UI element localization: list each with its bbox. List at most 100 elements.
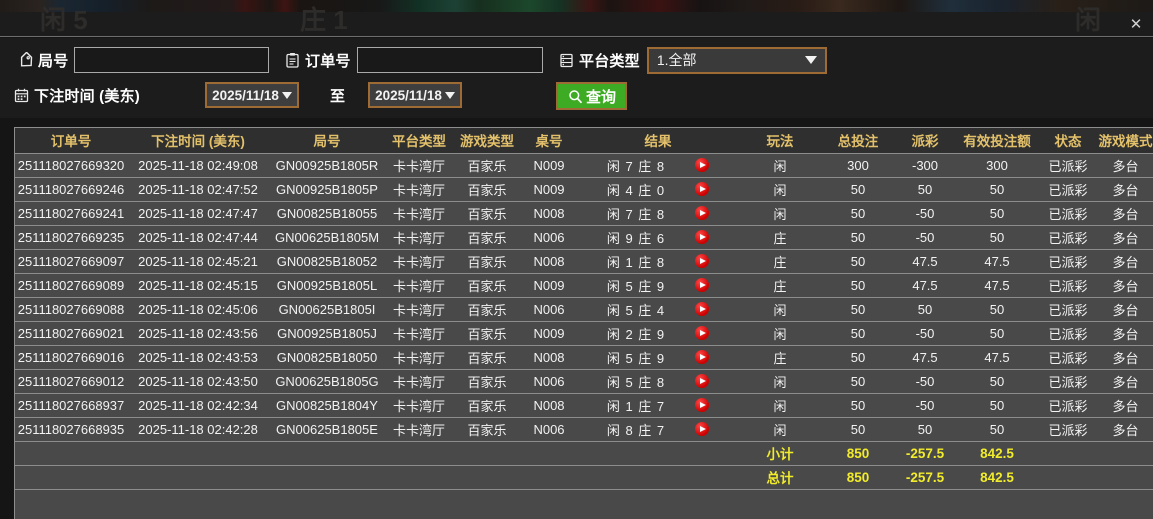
play-replay-icon[interactable] (695, 158, 710, 172)
date-to-picker[interactable]: 2025/11/18 (368, 82, 462, 108)
filter-round-no: 局号 (16, 45, 270, 75)
cell-bet-time: 2025-11-18 02:43:50 (127, 369, 269, 394)
table-header-cell[interactable]: 平台类型 (385, 128, 453, 154)
order-no-input[interactable] (356, 47, 543, 73)
cell-play: 庄 (739, 273, 821, 298)
table-header-cell[interactable]: 有效投注额 (955, 128, 1039, 154)
play-replay-icon[interactable] (695, 326, 710, 340)
cell-bet-time: 2025-11-18 02:42:28 (127, 417, 269, 442)
bet-time-separator-label: 至 (330, 87, 346, 105)
cell-play: 庄 (739, 345, 821, 370)
summary-empty-cell (577, 441, 739, 466)
cell-order-no: 251118027669016 (15, 345, 127, 370)
tag-icon (16, 51, 35, 70)
table-header-cell[interactable]: 订单号 (15, 128, 127, 154)
table-row[interactable]: 251118027668937 2025-11-18 02:42:34 GN0082… (15, 393, 1153, 418)
table-header-cell[interactable]: 游戏类型 (453, 128, 521, 154)
play-replay-icon[interactable] (695, 206, 710, 220)
result-text: 闲 5 庄 9 (606, 350, 666, 366)
cell-status: 已派彩 (1039, 177, 1097, 202)
cell-round-no: GN00625B1805E (269, 417, 385, 442)
play-replay-icon[interactable] (695, 254, 710, 268)
cell-total-bet: 50 (821, 249, 895, 274)
cell-bet-time: 2025-11-18 02:43:56 (127, 321, 269, 346)
table-row[interactable]: 251118027669021 2025-11-18 02:43:56 GN0092… (15, 321, 1153, 346)
cell-payout: 47.5 (895, 273, 955, 298)
cell-game-type: 百家乐 (453, 225, 521, 250)
table-header-cell[interactable]: 游戏模式 (1097, 128, 1153, 154)
cell-platform: 卡卡湾厅 (385, 225, 453, 250)
summary-empty-cell (453, 465, 521, 490)
cell-table-no: N006 (521, 369, 577, 394)
cell-result: 闲 2 庄 9 (577, 321, 739, 346)
round-no-input[interactable] (74, 47, 270, 73)
close-icon[interactable]: ✕ (1129, 15, 1143, 33)
cell-mode: 多台 (1097, 393, 1153, 418)
play-replay-icon[interactable] (695, 302, 710, 316)
filler-cell (955, 489, 1039, 519)
table-row[interactable]: 251118027669097 2025-11-18 02:45:21 GN0082… (15, 249, 1153, 274)
filler-cell (521, 489, 577, 519)
cell-result: 闲 4 庄 0 (577, 177, 739, 202)
play-replay-icon[interactable] (695, 422, 710, 436)
table-header-cell[interactable]: 下注时间 (美东) (127, 128, 269, 154)
cell-play: 闲 (739, 153, 821, 178)
date-from-picker[interactable]: 2025/11/18 (205, 82, 299, 108)
table-row[interactable]: 251118027669089 2025-11-18 02:45:15 GN0092… (15, 273, 1153, 298)
table-row[interactable]: 251118027669320 2025-11-18 02:49:08 GN0092… (15, 153, 1153, 178)
cell-payout: 50 (895, 297, 955, 322)
cell-play: 闲 (739, 417, 821, 442)
cell-mode: 多台 (1097, 273, 1153, 298)
table-header-cell[interactable]: 状态 (1039, 128, 1097, 154)
cell-mode: 多台 (1097, 345, 1153, 370)
cell-valid-bet: 47.5 (955, 249, 1039, 274)
play-replay-icon[interactable] (695, 278, 710, 292)
platform-type-select[interactable]: 1.全部 (646, 46, 827, 74)
table-header-cell[interactable]: 派彩 (895, 128, 955, 154)
table-header-cell[interactable]: 桌号 (521, 128, 577, 154)
cell-status: 已派彩 (1039, 297, 1097, 322)
cell-round-no: GN00825B1804Y (269, 393, 385, 418)
table-row[interactable]: 251118027669016 2025-11-18 02:43:53 GN0082… (15, 345, 1153, 370)
table-header-cell[interactable]: 总投注 (821, 128, 895, 154)
play-replay-icon[interactable] (695, 230, 710, 244)
cell-bet-time: 2025-11-18 02:45:21 (127, 249, 269, 274)
summary-total-bet: 850 (821, 465, 895, 490)
cell-total-bet: 50 (821, 177, 895, 202)
table-row[interactable]: 251118027669088 2025-11-18 02:45:06 GN0062… (15, 297, 1153, 322)
cell-bet-time: 2025-11-18 02:42:34 (127, 393, 269, 418)
play-replay-icon[interactable] (695, 398, 710, 412)
cell-game-type: 百家乐 (453, 249, 521, 274)
table-filler-row (15, 489, 1153, 519)
filter-platform-type: 平台类型 1.全部 (557, 45, 827, 75)
filler-cell (1097, 489, 1153, 519)
table-row[interactable]: 251118027668935 2025-11-18 02:42:28 GN0062… (15, 417, 1153, 442)
cell-round-no: GN00625B1805G (269, 369, 385, 394)
cell-game-type: 百家乐 (453, 417, 521, 442)
date-to-value: 2025/11/18 (375, 87, 442, 103)
table-row[interactable]: 251118027669012 2025-11-18 02:43:50 GN0062… (15, 369, 1153, 394)
table-header-cell[interactable]: 玩法 (739, 128, 821, 154)
cell-game-type: 百家乐 (453, 273, 521, 298)
play-replay-icon[interactable] (695, 374, 710, 388)
summary-empty-cell (577, 465, 739, 490)
cell-valid-bet: 50 (955, 321, 1039, 346)
table-row[interactable]: 251118027669241 2025-11-18 02:47:47 GN0082… (15, 201, 1153, 226)
cell-bet-time: 2025-11-18 02:47:44 (127, 225, 269, 250)
cell-table-no: N006 (521, 297, 577, 322)
cell-mode: 多台 (1097, 249, 1153, 274)
table-row[interactable]: 251118027669246 2025-11-18 02:47:52 GN0092… (15, 177, 1153, 202)
cell-status: 已派彩 (1039, 417, 1097, 442)
play-replay-icon[interactable] (695, 182, 710, 196)
table-header-cell[interactable]: 局号 (269, 128, 385, 154)
search-button[interactable]: 查询 (556, 82, 628, 110)
cell-round-no: GN00825B18055 (269, 201, 385, 226)
table-header-cell[interactable]: 结果 (577, 128, 739, 154)
bet-time-separator: 至 (330, 80, 345, 110)
table-row[interactable]: 251118027669235 2025-11-18 02:47:44 GN0062… (15, 225, 1153, 250)
bet-history-table-container[interactable]: 订单号 下注时间 (美东) 局号 平台类型 游戏类型 桌号 结果 玩法 总投注 派彩 有效投注额 状态… (14, 127, 1153, 519)
filler-cell (577, 489, 739, 519)
play-replay-icon[interactable] (695, 350, 710, 364)
platform-type-value: 1.全部 (656, 52, 697, 68)
